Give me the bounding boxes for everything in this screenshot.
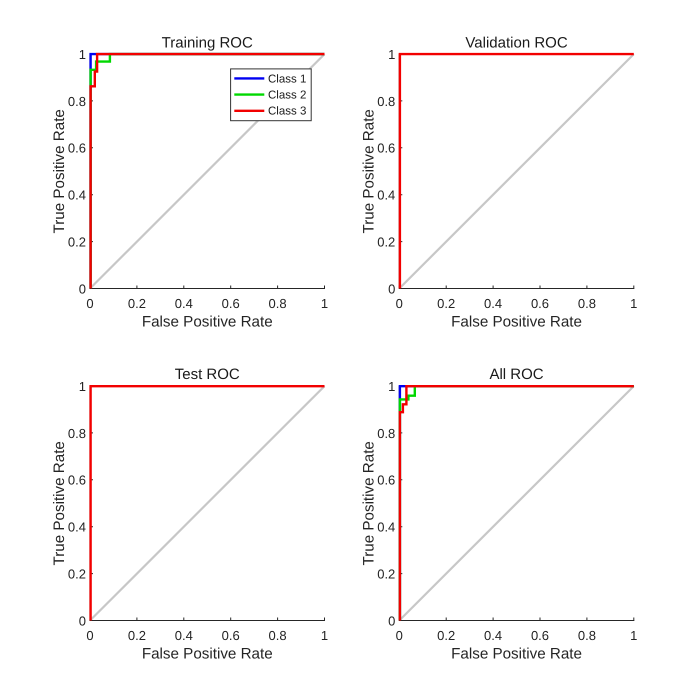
svg-text:0.8: 0.8 [578, 628, 596, 643]
svg-text:0.2: 0.2 [128, 628, 146, 643]
svg-text:0.8: 0.8 [68, 426, 86, 441]
svg-text:0.4: 0.4 [484, 296, 502, 311]
svg-text:0.6: 0.6 [377, 141, 395, 156]
svg-text:0: 0 [79, 281, 86, 296]
svg-text:1: 1 [388, 379, 395, 394]
svg-text:False Positive Rate: False Positive Rate [451, 646, 582, 663]
svg-text:1: 1 [630, 628, 637, 643]
svg-text:0: 0 [86, 296, 93, 311]
svg-text:0: 0 [388, 613, 395, 628]
svg-text:0.8: 0.8 [68, 94, 86, 109]
svg-text:0.2: 0.2 [68, 235, 86, 250]
svg-text:1: 1 [79, 47, 86, 62]
svg-text:Test ROC: Test ROC [175, 366, 240, 383]
svg-text:0.2: 0.2 [128, 296, 146, 311]
svg-text:True Positive Rate: True Positive Rate [51, 109, 68, 233]
svg-text:Class 3: Class 3 [268, 106, 306, 118]
svg-text:1: 1 [388, 47, 395, 62]
svg-text:0: 0 [79, 613, 86, 628]
svg-text:0.2: 0.2 [68, 567, 86, 582]
svg-text:0.4: 0.4 [377, 520, 395, 535]
svg-text:False Positive Rate: False Positive Rate [451, 314, 582, 331]
svg-text:0.4: 0.4 [68, 520, 86, 535]
svg-text:0: 0 [396, 296, 403, 311]
svg-text:0.4: 0.4 [175, 628, 193, 643]
svg-text:All ROC: All ROC [489, 366, 543, 383]
svg-text:0.8: 0.8 [269, 628, 287, 643]
svg-text:0.2: 0.2 [437, 296, 455, 311]
svg-text:0.4: 0.4 [377, 188, 395, 203]
svg-text:0.8: 0.8 [377, 94, 395, 109]
svg-text:0.8: 0.8 [269, 296, 287, 311]
svg-text:0.4: 0.4 [68, 188, 86, 203]
svg-text:True Positive Rate: True Positive Rate [51, 441, 68, 565]
svg-text:0.4: 0.4 [484, 628, 502, 643]
svg-text:0.6: 0.6 [531, 628, 549, 643]
svg-text:0.6: 0.6 [377, 473, 395, 488]
svg-text:0.6: 0.6 [68, 141, 86, 156]
svg-text:0.6: 0.6 [222, 628, 240, 643]
svg-text:0.6: 0.6 [222, 296, 240, 311]
svg-text:False Positive Rate: False Positive Rate [142, 646, 273, 663]
svg-text:True Positive Rate: True Positive Rate [360, 441, 377, 565]
svg-text:Class 1: Class 1 [268, 73, 306, 85]
svg-text:Class 2: Class 2 [268, 90, 306, 102]
svg-text:0.2: 0.2 [377, 235, 395, 250]
svg-text:1: 1 [321, 296, 328, 311]
svg-text:0: 0 [396, 628, 403, 643]
svg-text:0.8: 0.8 [377, 426, 395, 441]
svg-text:1: 1 [630, 296, 637, 311]
svg-text:0.6: 0.6 [68, 473, 86, 488]
svg-text:1: 1 [321, 628, 328, 643]
svg-text:0: 0 [86, 628, 93, 643]
svg-text:True Positive Rate: True Positive Rate [360, 109, 377, 233]
svg-text:0: 0 [388, 281, 395, 296]
svg-text:1: 1 [79, 379, 86, 394]
svg-text:0.2: 0.2 [437, 628, 455, 643]
svg-text:0.6: 0.6 [531, 296, 549, 311]
svg-text:Training ROC: Training ROC [162, 34, 253, 51]
svg-text:Validation ROC: Validation ROC [465, 34, 567, 51]
svg-text:0.4: 0.4 [175, 296, 193, 311]
svg-text:False Positive Rate: False Positive Rate [142, 314, 273, 331]
svg-text:0.8: 0.8 [578, 296, 596, 311]
svg-text:0.2: 0.2 [377, 567, 395, 582]
